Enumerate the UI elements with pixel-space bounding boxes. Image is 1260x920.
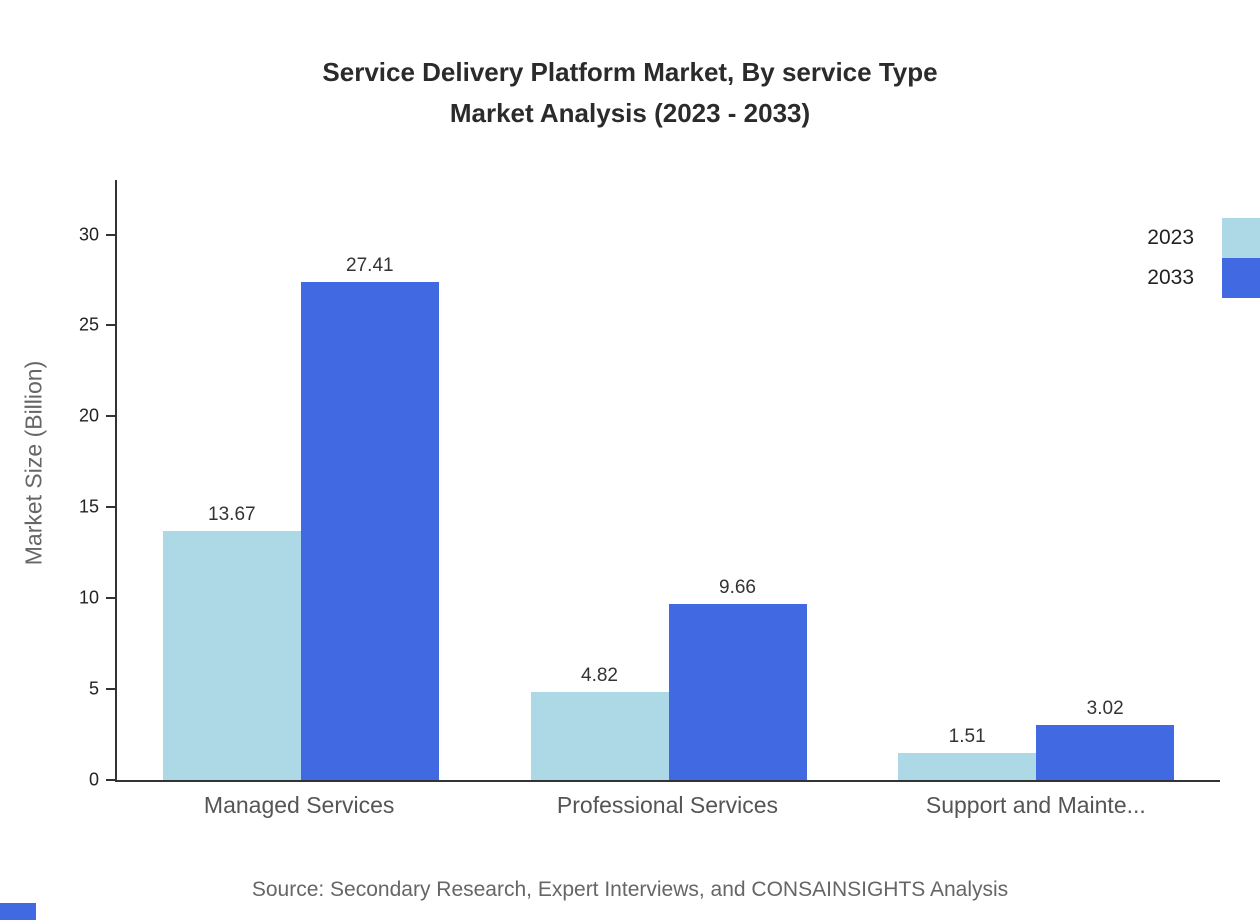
bar-2033 xyxy=(300,281,439,780)
chart-title-line2: Market Analysis (2023 - 2033) xyxy=(449,98,811,128)
legend-label: 2023 xyxy=(1147,226,1194,249)
bar-value-label: 3.02 xyxy=(1086,698,1124,720)
y-tick-label: 20 xyxy=(78,405,99,426)
bar-wrap: 3.02 xyxy=(1036,698,1175,780)
y-tick-mark xyxy=(106,506,115,509)
y-tick-mark xyxy=(106,688,115,691)
bar-wrap: 27.41 xyxy=(300,254,439,780)
bar-2033 xyxy=(1036,725,1175,780)
legend-swatch xyxy=(1222,218,1260,258)
y-tick-mark xyxy=(106,415,115,418)
x-axis-labels: Managed Services Professional Services Sup… xyxy=(115,792,1220,819)
bar-2033 xyxy=(668,604,807,780)
bar-wrap: 13.67 xyxy=(162,504,301,780)
bar-2023 xyxy=(898,752,1037,780)
legend: 2023 2033 xyxy=(1147,218,1260,298)
legend-label: 2033 xyxy=(1147,266,1194,289)
y-tick-label: 10 xyxy=(78,587,99,608)
y-tick-mark xyxy=(106,597,115,600)
bar-value-label: 1.51 xyxy=(948,725,986,747)
y-axis-ticks: 0 5 10 15 20 25 30 xyxy=(79,180,1220,790)
legend-item: 2023 xyxy=(1147,218,1260,258)
bar-wrap: 9.66 xyxy=(668,577,807,780)
bar-groups: 13.67 27.41 4.82 9.66 1.51 3.02 xyxy=(117,180,1220,780)
chart-title-line1: Service Delivery Platform Market, By ser… xyxy=(322,57,938,87)
chart-title: Service Delivery Platform Market, By ser… xyxy=(0,52,1260,134)
bar-group: 1.51 3.02 xyxy=(852,180,1220,780)
y-tick-mark xyxy=(106,779,115,781)
bar-value-label: 27.41 xyxy=(346,254,394,276)
x-axis-label: Managed Services xyxy=(203,792,395,818)
legend-swatch xyxy=(1222,258,1260,298)
bar-2023 xyxy=(530,692,669,780)
legend-item: 2033 xyxy=(1147,258,1260,298)
corner-accent xyxy=(0,903,36,920)
y-tick-label: 0 xyxy=(88,769,99,790)
y-tick-mark xyxy=(106,233,115,236)
y-axis-title: Market Size (Billion) xyxy=(20,360,47,566)
bar-wrap: 1.51 xyxy=(898,725,1037,780)
bar-value-label: 4.82 xyxy=(581,665,618,687)
y-tick-mark xyxy=(106,324,115,327)
bar-value-label: 13.67 xyxy=(208,504,256,526)
source-note: Source: Secondary Research, Expert Inter… xyxy=(251,878,1009,901)
bar-wrap: 4.82 xyxy=(530,665,669,780)
y-tick-label: 5 xyxy=(88,678,99,699)
bar-group: 13.67 27.41 xyxy=(117,180,485,780)
y-tick-label: 30 xyxy=(78,224,99,245)
bar-2023 xyxy=(162,531,301,780)
plot-area: 0 5 10 15 20 25 30 13.67 27.41 4.82 9.66 1.51 3.02 xyxy=(79,180,1220,790)
x-axis-label: Support and Mainte... xyxy=(925,792,1146,818)
bar-value-label: 9.66 xyxy=(719,577,756,599)
y-tick-label: 15 xyxy=(78,496,99,517)
bar-group: 4.82 9.66 xyxy=(485,180,853,780)
y-tick-label: 25 xyxy=(78,314,99,335)
x-axis-label: Professional Services xyxy=(556,792,779,818)
